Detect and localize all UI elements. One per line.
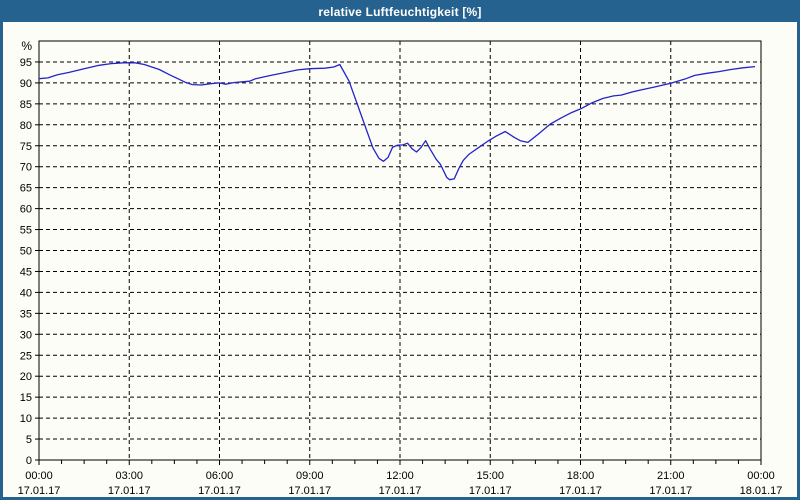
y-tick-label: 55 (20, 225, 32, 237)
y-tick-label: 80 (20, 120, 32, 132)
y-tick-label: 50 (20, 246, 32, 258)
x-tick-time-label: 06:00 (206, 470, 234, 482)
y-tick-label: 5 (26, 434, 32, 446)
y-tick-label: 70 (20, 162, 32, 174)
chart-area: 0 5 10 15 20 25 30 35 40 45 50 55 60 65 70 75 80 85 90 95% 0… (3, 22, 797, 497)
y-tick-label: 40 (20, 287, 32, 299)
x-tick-time-label: 12:00 (386, 470, 414, 482)
y-tick-label: 15 (20, 392, 32, 404)
x-tick-date-label: 17.01.17 (559, 485, 602, 497)
y-tick-label: 20 (20, 371, 32, 383)
y-tick-label: 45 (20, 266, 32, 278)
x-tick-date-label: 17.01.17 (108, 485, 151, 497)
y-tick-label: 75 (20, 141, 32, 153)
x-tick-date-label: 17.01.17 (288, 485, 331, 497)
y-tick-label: 10 (20, 413, 32, 425)
humidity-line (38, 62, 756, 181)
y-tick-label: 30 (20, 329, 32, 341)
y-tick-label: 85 (20, 99, 32, 111)
y-tick-label: 90 (20, 78, 32, 90)
x-tick-date-label: 18.01.17 (740, 485, 783, 497)
x-tick-date-label: 17.01.17 (469, 485, 512, 497)
y-axis-unit-label: % (21, 39, 32, 53)
x-tick-time-label: 09:00 (296, 470, 324, 482)
y-tick-label: 25 (20, 350, 32, 362)
y-tick-label: 65 (20, 183, 32, 195)
x-tick-time-label: 18:00 (567, 470, 595, 482)
x-tick-time-label: 00:00 (747, 470, 775, 482)
x-tick-date-label: 17.01.17 (379, 485, 422, 497)
y-tick-label: 0 (26, 455, 32, 467)
y-tick-label: 60 (20, 204, 32, 216)
x-tick-time-label: 21:00 (657, 470, 685, 482)
x-tick-time-label: 00:00 (25, 470, 53, 482)
chart-canvas: 0 5 10 15 20 25 30 35 40 45 50 55 60 65 70 75 80 85 90 95% 0… (18, 39, 783, 497)
x-tick-date-label: 17.01.17 (198, 485, 241, 497)
x-tick-date-label: 17.01.17 (649, 485, 692, 497)
window-title: relative Luftfeuchtigkeit [%] (3, 3, 797, 22)
x-tick-date-label: 17.01.17 (18, 485, 61, 497)
x-tick-time-label: 03:00 (115, 470, 143, 482)
x-tick-time-label: 15:00 (476, 470, 504, 482)
y-tick-label: 95 (20, 57, 32, 69)
y-tick-label: 35 (20, 308, 32, 320)
